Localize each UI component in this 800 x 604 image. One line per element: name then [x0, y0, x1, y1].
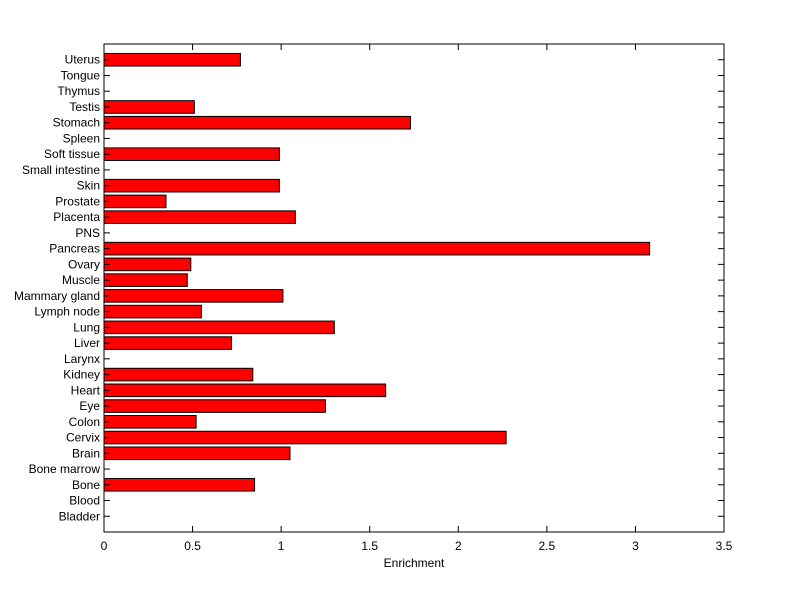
bar-lung [103, 320, 335, 335]
y-tick-label: Testis [69, 100, 100, 114]
y-tick-label: Stomach [53, 116, 100, 130]
x-tick-label: 3 [632, 539, 639, 553]
y-tick-label: Brain [72, 446, 100, 460]
y-tick-label: PNS [75, 226, 100, 240]
bar-colon [103, 415, 197, 429]
x-tick-label: 1 [278, 539, 285, 553]
y-tick-label: Uterus [65, 53, 100, 67]
y-tick-label: Small intestine [22, 163, 100, 177]
y-tick-label: Kidney [63, 368, 100, 382]
x-tick-label: 0 [101, 539, 108, 553]
bar-liver [103, 336, 233, 350]
bars-layer [103, 52, 651, 492]
bar-brain [103, 446, 291, 461]
x-tick-label: 1.5 [361, 539, 378, 553]
bar-heart [103, 383, 387, 398]
y-tick-label: Colon [69, 415, 100, 429]
y-tick-label: Bone marrow [29, 462, 101, 476]
y-tick-label: Pancreas [49, 242, 100, 256]
y-tick-label: Prostate [55, 194, 100, 208]
y-tick-label: Thymus [57, 84, 100, 98]
y-tick-label: Bladder [59, 509, 100, 523]
y-tick-label: Bone [72, 478, 100, 492]
y-tick-label: Mammary gland [14, 289, 100, 303]
bar-muscle [103, 273, 188, 287]
bar-kidney [103, 367, 254, 382]
y-tick-label: Blood [69, 494, 100, 508]
bar-pancreas [103, 241, 651, 256]
y-tick-label: Ovary [68, 257, 100, 271]
y-tick-label: Tongue [61, 68, 101, 82]
bar-stomach [103, 115, 411, 130]
x-tick-label: 3.5 [716, 539, 733, 553]
bar-testis [103, 100, 195, 114]
bar-soft-tissue [103, 147, 280, 161]
bar-skin [103, 178, 280, 193]
bar-lymph-node [103, 304, 202, 319]
bar-uterus [103, 52, 241, 67]
y-tick-label: Lymph node [34, 305, 100, 319]
bar-placenta [103, 210, 296, 224]
bar-eye [103, 399, 326, 413]
y-tick-label: Cervix [66, 431, 100, 445]
y-tick-label: Lung [73, 320, 100, 334]
y-tick-label: Skin [77, 179, 100, 193]
y-tick-label: Liver [74, 336, 100, 350]
x-tick-label: 2 [455, 539, 462, 553]
y-tick-label: Soft tissue [44, 147, 100, 161]
bar-mammary-gland [103, 289, 284, 303]
y-tick-label: Larynx [64, 352, 100, 366]
y-tick-label: Spleen [63, 131, 100, 145]
x-tick-label: 2.5 [539, 539, 556, 553]
ticks-layer [103, 44, 725, 532]
y-tick-label: Heart [71, 383, 101, 397]
bar-bone [103, 477, 256, 492]
bar-prostate [103, 194, 167, 209]
x-tick-label: 0.5 [184, 539, 201, 553]
y-tick-label: Eye [79, 399, 100, 413]
y-tick-label: Muscle [62, 273, 100, 287]
bar-ovary [103, 257, 192, 272]
bar-cervix [103, 430, 507, 445]
y-tick-label: Placenta [53, 210, 100, 224]
x-axis-label: Enrichment [384, 556, 445, 570]
plot-frame [103, 43, 725, 533]
